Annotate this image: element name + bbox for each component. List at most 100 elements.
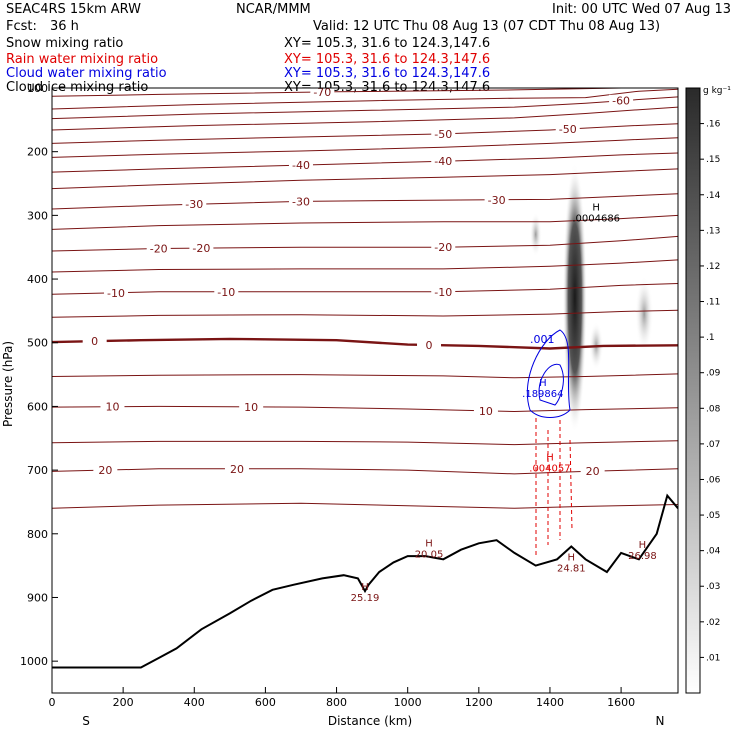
y-tick-label: 700 — [27, 464, 48, 477]
colorbar: .01 .02 .03 .04 .05 .06 .07 .08 .09 .1 .11 .12 .13 .1… — [685, 86, 731, 694]
isotherm-line — [52, 309, 678, 318]
isotherm-label-bg — [214, 285, 239, 298]
direction-right: N — [656, 714, 665, 728]
isotherm-label: -20 — [434, 241, 452, 254]
isotherm-label: -30 — [185, 198, 203, 211]
x-tick-label: 0 — [49, 696, 56, 709]
x-tick-label: 1400 — [536, 696, 564, 709]
snow-core-shading — [562, 163, 587, 434]
isotherm-label-bg — [580, 465, 605, 478]
isotherm-label: -70 — [313, 86, 331, 99]
snow-patch-shading — [529, 212, 542, 257]
colorbar-tick-label: .07 — [706, 440, 720, 450]
isotherm-line — [52, 168, 678, 190]
y-tick-label: 200 — [27, 146, 48, 159]
isotherm-label-bg — [288, 195, 313, 208]
isotherm-line — [52, 88, 637, 97]
field-name-cloudwater: Cloud water mixing ratio — [6, 66, 167, 81]
isotherm-label: -30 — [292, 195, 310, 208]
isotherm-label: -20 — [150, 242, 168, 255]
model-title: SEAC4RS 15km ARW — [6, 2, 142, 17]
isotherm-label-bg — [431, 241, 456, 254]
y-tick-label: 600 — [27, 400, 48, 413]
y-tick-label: 100 — [27, 82, 48, 95]
maximum-marker: H — [539, 378, 547, 389]
isotherm-label-bg — [484, 193, 509, 206]
rain-water-contour — [569, 439, 573, 531]
isotherm-label: 20 — [586, 465, 600, 478]
isotherm-line — [52, 259, 678, 273]
terrain-surface — [52, 493, 678, 669]
y-tick-label: 400 — [27, 273, 48, 286]
x-tick-label: 1600 — [607, 696, 635, 709]
colorbar-scale — [685, 87, 701, 694]
maximum-value: 20.05 — [415, 550, 444, 561]
temperature-contours: -70 -60 -50 -50 -40 -40 -30 -30 -30 -20 -20 -20 -10 -… — [52, 86, 678, 509]
maximum-marker: H — [425, 539, 433, 550]
isotherm-line — [52, 337, 678, 350]
isotherm-label-bg — [146, 242, 171, 255]
isotherm-label-bg — [417, 339, 442, 352]
maximum-value: 26.98 — [628, 551, 657, 562]
colorbar-tick-label: .03 — [706, 582, 720, 592]
maximum-marker: H — [592, 202, 600, 213]
isotherm-label: 20 — [98, 464, 112, 477]
x-tick-label: 400 — [184, 696, 205, 709]
isotherm-line — [52, 373, 678, 379]
cloud-water-label: .001 — [530, 333, 555, 346]
field-xy-snow: XY= 105.3, 31.6 to 124.3,147.6 — [284, 36, 491, 51]
isotherm-label: 10 — [105, 401, 119, 414]
y-axis-label: Pressure (hPa) — [1, 341, 15, 427]
isotherm-line — [52, 96, 678, 120]
colorbar-tick-label: .15 — [706, 155, 720, 165]
colorbar-tick-label: .01 — [706, 653, 720, 663]
isotherm-label-bg — [431, 127, 456, 140]
y-tick-label: 800 — [27, 528, 48, 541]
field-name-rain: Rain water mixing ratio — [6, 52, 159, 67]
isotherm-label-bg — [473, 404, 498, 417]
isotherm-label-bg — [288, 159, 313, 172]
isotherm-label: -40 — [292, 159, 310, 172]
y-tick-label: 1000 — [20, 655, 48, 668]
maximum-value: .0004686 — [572, 213, 620, 224]
cloud-contours: .001 — [526, 329, 573, 555]
init-time: Init: 00 UTC Wed 07 Aug 13 — [552, 2, 732, 17]
isotherm-label: -10 — [107, 287, 125, 300]
isotherm-label: -60 — [612, 95, 630, 108]
field-xy-cloudwater: XY= 105.3, 31.6 to 124.3,147.6 — [284, 66, 491, 81]
isotherm-line — [52, 440, 678, 446]
colorbar-unit: g kg⁻¹ — [703, 86, 731, 96]
colorbar-tick-label: .1 — [706, 333, 715, 343]
fcst-label: Fcst: — [6, 19, 37, 34]
colorbar-tick-label: .02 — [706, 618, 720, 628]
maximum-marker: H — [361, 582, 369, 593]
isotherm-line — [52, 214, 678, 230]
maximum-marker: H — [546, 453, 554, 464]
colorbar-tick-label: .16 — [706, 120, 721, 130]
isotherm-label-bg — [431, 285, 456, 298]
isotherm-line — [52, 152, 678, 173]
x-axis-label: Distance (km) — [328, 714, 412, 728]
isotherm-line — [52, 405, 678, 413]
maximum-value: .004057 — [529, 464, 570, 475]
maximum-value: 24.81 — [557, 564, 586, 575]
x-tick-label: 1000 — [394, 696, 422, 709]
isotherm-line — [52, 502, 678, 509]
valid-time: Valid: 12 UTC Thu 08 Aug 13 (07 CDT Thu … — [313, 19, 661, 34]
maximum-marker: H — [568, 553, 576, 564]
isotherm-label-bg — [609, 94, 634, 107]
isotherm-label-bg — [104, 286, 129, 299]
isotherm-line — [52, 193, 678, 210]
colorbar-tick-label: .09 — [706, 369, 721, 379]
isotherm-label-bg — [224, 462, 249, 475]
isotherm-label: -50 — [434, 128, 452, 141]
isotherm-label-bg — [431, 155, 456, 168]
isotherm-label-bg — [189, 242, 214, 255]
isotherm-label: -10 — [217, 286, 235, 299]
direction-left: S — [82, 714, 90, 728]
isotherm-label: 20 — [230, 463, 244, 476]
colorbar-tick-label: .05 — [706, 511, 720, 521]
isotherm-label-bg — [239, 400, 264, 413]
colorbar-tick-label: .11 — [706, 298, 720, 308]
